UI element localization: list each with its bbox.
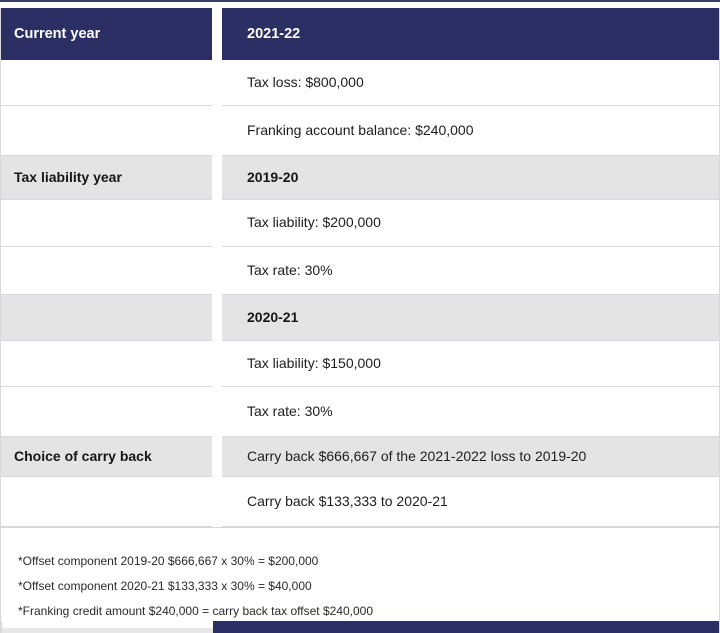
column-divider xyxy=(212,200,222,247)
row-value-cell: Carry back $666,667 of the 2021-2022 los… xyxy=(222,437,719,477)
bottom-edge-left xyxy=(1,621,213,633)
column-divider xyxy=(212,437,222,477)
row-label-cell xyxy=(1,341,212,387)
table-row: Franking account balance: $240,000 xyxy=(1,106,719,156)
table-row: Tax liability: $150,000 xyxy=(1,341,719,387)
column-divider xyxy=(212,60,222,106)
column-divider xyxy=(212,477,222,527)
row-value-cell: Tax rate: 30% xyxy=(222,387,719,437)
table-row: Tax liability: $200,000 xyxy=(1,200,719,247)
column-divider xyxy=(212,106,222,156)
row-label-cell xyxy=(1,295,212,341)
footnote-franking-credit: *Franking credit amount $240,000 = carry… xyxy=(18,604,373,618)
header-current-year: Current year xyxy=(1,8,212,60)
column-divider xyxy=(212,295,222,341)
column-divider xyxy=(212,341,222,387)
row-label-cell xyxy=(1,477,212,527)
table-row: Tax rate: 30% xyxy=(1,247,719,295)
table-body: Tax loss: $800,000 Franking account bala… xyxy=(1,60,719,527)
column-divider xyxy=(212,387,222,437)
top-gap xyxy=(0,2,720,8)
column-divider xyxy=(212,8,222,60)
table-row: Choice of carry back Carry back $666,667… xyxy=(1,437,719,477)
header-year-value: 2021-22 xyxy=(222,8,719,60)
row-value-cell: Tax liability: $150,000 xyxy=(222,341,719,387)
row-value-cell: 2020-21 xyxy=(222,295,719,341)
row-label-cell xyxy=(1,60,212,106)
table-row: Tax loss: $800,000 xyxy=(1,60,719,106)
row-value-cell: Tax loss: $800,000 xyxy=(222,60,719,106)
footnote-offset-2019-20: *Offset component 2019-20 $666,667 x 30%… xyxy=(18,554,319,568)
footnotes-section: *Offset component 2019-20 $666,667 x 30%… xyxy=(1,527,719,621)
row-label-cell xyxy=(1,387,212,437)
row-value-cell: Tax rate: 30% xyxy=(222,247,719,295)
table-row: Tax liability year 2019-20 xyxy=(1,156,719,200)
row-label-cell xyxy=(1,200,212,247)
row-value-cell: Franking account balance: $240,000 xyxy=(222,106,719,156)
row-label-cell xyxy=(1,247,212,295)
row-label-cell xyxy=(1,106,212,156)
table-row: 2020-21 xyxy=(1,295,719,341)
row-value-cell: Carry back $133,333 to 2020-21 xyxy=(222,477,719,527)
table-row: Tax rate: 30% xyxy=(1,387,719,437)
column-divider xyxy=(212,156,222,200)
top-divider-line xyxy=(0,0,720,2)
table-row: Carry back $133,333 to 2020-21 xyxy=(1,477,719,527)
row-value-cell: 2019-20 xyxy=(222,156,719,200)
row-value-cell: Tax liability: $200,000 xyxy=(222,200,719,247)
cropped-next-header-bar xyxy=(213,621,719,633)
row-label-cell: Choice of carry back xyxy=(1,437,212,477)
column-divider xyxy=(212,247,222,295)
footnote-offset-2020-21: *Offset component 2020-21 $133,333 x 30%… xyxy=(18,579,312,593)
bottom-edge xyxy=(1,621,719,633)
table-header-row: Current year 2021-22 xyxy=(1,8,719,60)
row-label-cell: Tax liability year xyxy=(1,156,212,200)
table: Current year 2021-22 Tax loss: $800,000 … xyxy=(0,8,720,633)
